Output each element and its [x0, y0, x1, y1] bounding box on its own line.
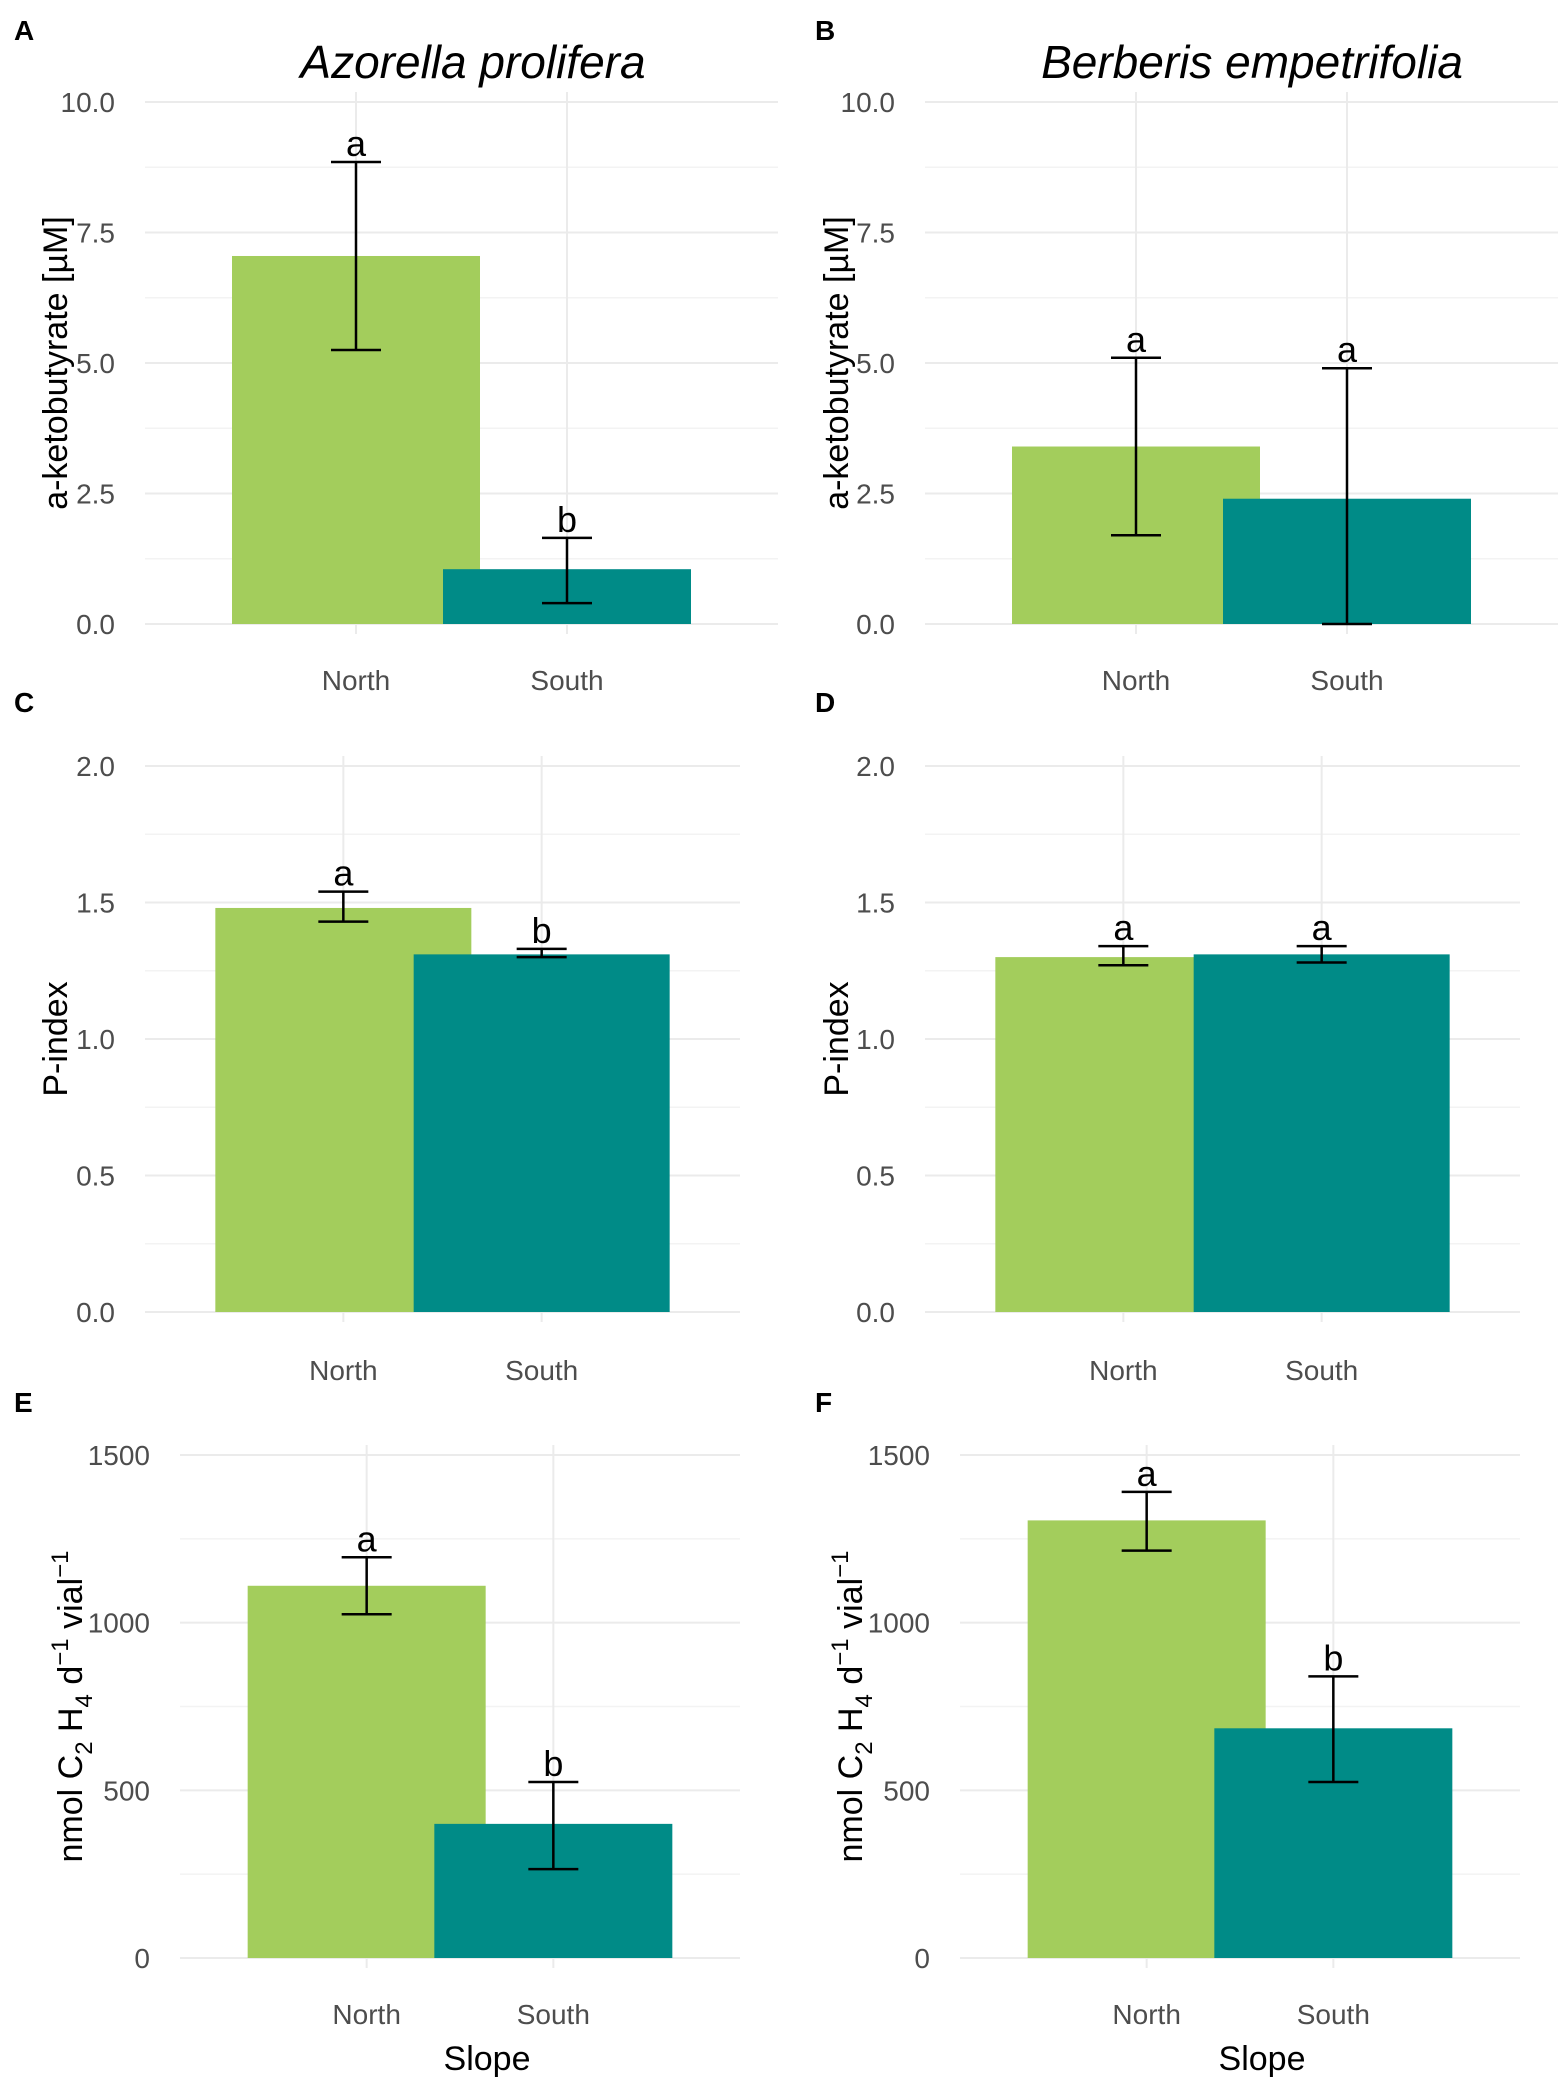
y-tick-label: 0.0: [76, 609, 115, 640]
significance-letter: a: [1312, 907, 1333, 948]
error-bar: [331, 160, 381, 352]
y-tick-label: 0: [914, 1943, 930, 1974]
x-tick-label: North: [1102, 665, 1170, 696]
panel-a: A 0.0 2.5 5.0 7.5 10.0 a North b South a-ketobutyr…: [14, 15, 778, 696]
y-tick-label: 0.5: [76, 1161, 115, 1192]
y-tick-label: 2.0: [856, 751, 895, 782]
y-tick-label: 500: [883, 1775, 930, 1806]
significance-letter: b: [532, 910, 552, 951]
x-axis-title: Slope: [1219, 2040, 1306, 2078]
panel-e: E 0 500 1000 1500 a North b South nmol C2 H4 d−1 …: [14, 1387, 740, 2078]
x-tick-label: North: [322, 665, 390, 696]
y-tick-label: 0.5: [856, 1161, 895, 1192]
x-tick-label: South: [505, 1355, 578, 1386]
y-tick-label: 1.5: [856, 888, 895, 919]
y-tick-label: 7.5: [76, 218, 115, 249]
y-axis-title: P-index: [37, 981, 75, 1096]
y-axis-title: a-ketobutyrate [µM]: [37, 216, 75, 510]
y-tick-label: 10.0: [841, 87, 896, 118]
x-tick-label: North: [309, 1355, 377, 1386]
error-bar: [1322, 366, 1372, 626]
panel-d: D 0.0 0.5 1.0 1.5 2.0 a North a South P-index: [815, 687, 1520, 1386]
panel-b: B 0.0 2.5 5.0 7.5 10.0 a North a South a-ketobutyr…: [815, 15, 1558, 696]
x-tick-label: North: [1112, 1999, 1180, 2030]
x-tick-label: South: [1285, 1355, 1358, 1386]
y-tick-label: 5.0: [76, 348, 115, 379]
panel-letter: A: [14, 15, 34, 46]
error-bar: [528, 1780, 579, 1871]
y-tick-label: 2.5: [76, 479, 115, 510]
x-tick-label: North: [332, 1999, 400, 2030]
x-tick-label: North: [1089, 1355, 1157, 1386]
error-bar: [1098, 944, 1149, 967]
y-tick-label: 7.5: [856, 218, 895, 249]
y-axis-title: a-ketobutyrate [µM]: [818, 216, 856, 510]
y-tick-label: 2.5: [856, 479, 895, 510]
y-tick-label: 2.0: [76, 751, 115, 782]
panel-letter: B: [815, 15, 835, 46]
error-bar: [1121, 1490, 1172, 1552]
significance-letter: a: [1126, 319, 1147, 360]
error-bar: [1308, 1675, 1359, 1784]
significance-letter: a: [333, 853, 354, 894]
significance-letter: a: [1337, 329, 1358, 370]
panel-f: F 0 500 1000 1500 a North b South nmol C2 H4 d−1 …: [815, 1387, 1520, 2078]
significance-letter: a: [357, 1518, 378, 1559]
significance-letter: a: [1137, 1453, 1158, 1494]
y-axis-title: P-index: [818, 981, 856, 1096]
panel-letter: D: [815, 687, 835, 718]
error-bar: [516, 947, 567, 959]
y-axis-title: nmol C2 H4 d−1 vial−1: [827, 1551, 878, 1863]
y-tick-label: 1000: [868, 1608, 930, 1639]
significance-letter: b: [557, 499, 577, 540]
y-tick-label: 5.0: [856, 348, 895, 379]
y-tick-label: 1.0: [76, 1024, 115, 1055]
bar-south: [413, 954, 670, 1312]
error-bar: [1111, 356, 1161, 537]
error-bar: [542, 536, 592, 605]
significance-letter: a: [1113, 907, 1134, 948]
x-tick-label: South: [1310, 665, 1383, 696]
title-berberis: Berberis empetrifolia: [1041, 36, 1463, 88]
y-tick-label: 1.5: [76, 888, 115, 919]
panel-c: C 0.0 0.5 1.0 1.5 2.0 a North b South P-index: [14, 687, 740, 1386]
significance-letter: a: [346, 123, 367, 164]
y-axis-title: nmol C2 H4 d−1 vial−1: [47, 1551, 98, 1863]
panel-letter: E: [14, 1387, 33, 1418]
y-tick-label: 10.0: [61, 87, 116, 118]
title-azorella: Azorella prolifera: [297, 36, 645, 88]
y-tick-label: 1500: [868, 1440, 930, 1471]
panel-letter: F: [815, 1387, 832, 1418]
panel-letter: C: [14, 687, 34, 718]
x-axis-title: Slope: [444, 2040, 531, 2078]
y-tick-label: 0.0: [76, 1297, 115, 1328]
bar-south: [1193, 954, 1450, 1312]
y-tick-label: 1000: [88, 1608, 150, 1639]
x-tick-label: South: [517, 1999, 590, 2030]
y-tick-label: 500: [103, 1775, 150, 1806]
x-tick-label: South: [1297, 1999, 1370, 2030]
significance-letter: b: [1323, 1637, 1343, 1678]
y-tick-label: 1500: [88, 1440, 150, 1471]
y-tick-label: 0: [134, 1943, 150, 1974]
y-tick-label: 1.0: [856, 1024, 895, 1055]
y-tick-label: 0.0: [856, 1297, 895, 1328]
error-bar: [341, 1556, 392, 1616]
error-bar: [318, 890, 369, 923]
significance-letter: b: [543, 1743, 563, 1784]
error-bar: [1296, 944, 1347, 964]
x-tick-label: South: [530, 665, 603, 696]
y-tick-label: 0.0: [856, 609, 895, 640]
